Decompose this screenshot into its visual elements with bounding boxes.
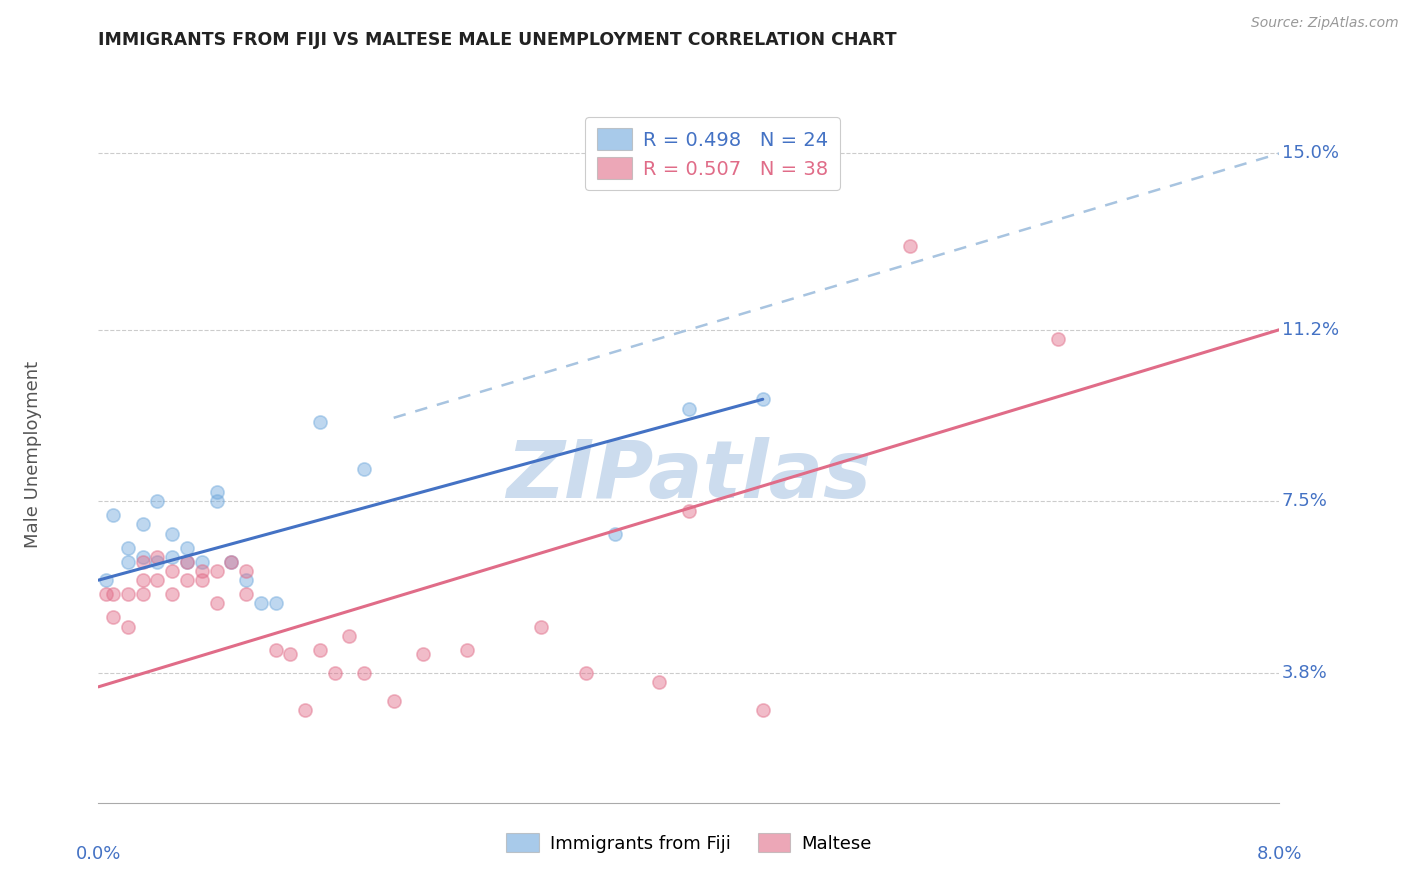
Point [132, 573, 155, 587]
Text: 3.8%: 3.8% [1282, 664, 1327, 681]
Point [219, 555, 242, 569]
Text: IMMIGRANTS FROM FIJI VS MALTESE MALE UNEMPLOYMENT CORRELATION CHART: IMMIGRANTS FROM FIJI VS MALTESE MALE UNE… [98, 31, 897, 49]
Point [132, 549, 155, 564]
Point [162, 587, 183, 601]
Point [264, 596, 287, 610]
Point [205, 596, 228, 610]
Point [205, 564, 228, 578]
Point [176, 573, 198, 587]
Point [205, 485, 228, 500]
Point [191, 564, 214, 578]
Point [94, 573, 117, 587]
Point [323, 665, 346, 680]
Point [530, 619, 553, 633]
Point [278, 648, 301, 662]
Text: Source: ZipAtlas.com: Source: ZipAtlas.com [1251, 16, 1399, 30]
Point [205, 494, 228, 508]
Point [751, 703, 773, 717]
Point [176, 555, 198, 569]
Point [235, 564, 257, 578]
Point [146, 549, 169, 564]
Text: Male Unemployment: Male Unemployment [24, 361, 42, 549]
Text: 7.5%: 7.5% [1282, 492, 1327, 510]
Point [103, 610, 124, 624]
Point [412, 648, 434, 662]
Point [146, 494, 169, 508]
Text: ZIPatlas: ZIPatlas [506, 437, 872, 515]
Point [574, 665, 596, 680]
Point [337, 629, 360, 643]
Point [117, 619, 139, 633]
Point [219, 555, 242, 569]
Point [162, 526, 183, 541]
Point [353, 665, 375, 680]
Text: 8.0%: 8.0% [1257, 845, 1302, 863]
Legend: Immigrants from Fiji, Maltese: Immigrants from Fiji, Maltese [495, 822, 883, 863]
Point [678, 503, 700, 517]
Point [605, 526, 627, 541]
Point [678, 401, 700, 416]
Point [264, 642, 287, 657]
Point [146, 555, 169, 569]
Point [94, 587, 117, 601]
Text: 0.0%: 0.0% [76, 845, 121, 863]
Point [294, 703, 316, 717]
Point [751, 392, 773, 407]
Point [103, 587, 124, 601]
Point [176, 541, 198, 555]
Text: 15.0%: 15.0% [1282, 145, 1339, 162]
Point [191, 555, 214, 569]
Point [898, 239, 921, 253]
Point [1046, 332, 1069, 346]
Point [353, 462, 375, 476]
Point [162, 564, 183, 578]
Point [117, 555, 139, 569]
Point [132, 517, 155, 532]
Point [162, 549, 183, 564]
Point [132, 587, 155, 601]
Point [191, 573, 214, 587]
Point [382, 694, 405, 708]
Point [308, 642, 332, 657]
Point [146, 573, 169, 587]
Point [103, 508, 124, 523]
Point [235, 587, 257, 601]
Point [456, 642, 478, 657]
Point [132, 555, 155, 569]
Point [176, 555, 198, 569]
Point [235, 573, 257, 587]
Point [648, 675, 671, 690]
Point [250, 596, 273, 610]
Point [117, 541, 139, 555]
Text: 11.2%: 11.2% [1282, 321, 1339, 339]
Point [117, 587, 139, 601]
Point [308, 416, 332, 430]
